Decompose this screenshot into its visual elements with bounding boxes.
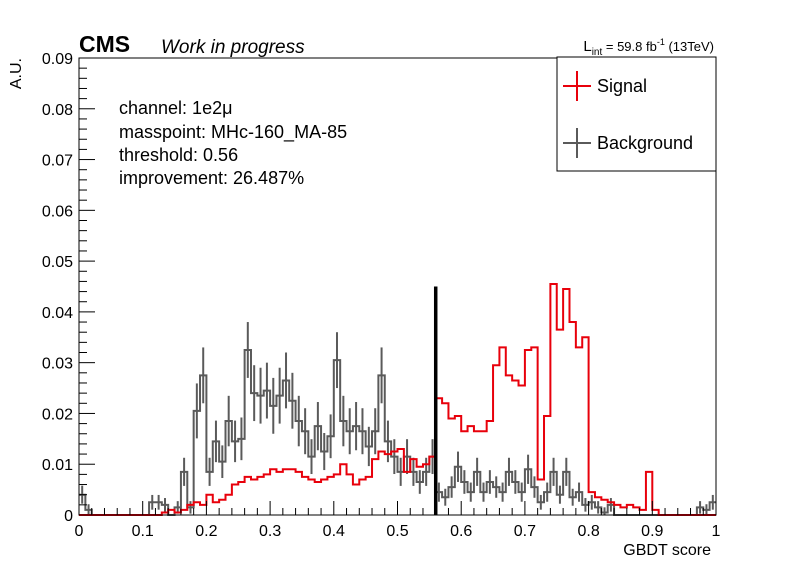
info-masspoint: masspoint: MHc-160_MA-85 — [119, 122, 347, 143]
series-signal — [79, 282, 716, 516]
y-tick-label: 0.02 — [42, 406, 73, 423]
x-tick-label: 0.7 — [514, 523, 536, 540]
lumi-value: = 59.8 fb — [602, 39, 657, 54]
legend-signal-label: Signal — [597, 76, 647, 96]
legend-background-label: Background — [597, 133, 693, 153]
y-tick-label: 0.03 — [42, 356, 73, 373]
y-tick-label: 0.06 — [42, 203, 73, 220]
axis-ticks — [78, 57, 717, 516]
y-tick-label: 0.08 — [42, 102, 73, 119]
lumi-label: Lint = 59.8 fb-1 (13TeV) — [583, 37, 714, 58]
x-tick-label: 0.2 — [195, 523, 217, 540]
status-label: Work in progress — [161, 37, 305, 58]
x-tick-label: 0.4 — [323, 523, 345, 540]
legend-background-marker — [563, 128, 591, 158]
info-improvement: improvement: 26.487% — [119, 168, 304, 188]
x-tick-label: 0.5 — [386, 523, 408, 540]
y-tick-label: 0 — [64, 508, 73, 525]
x-tick-label: 0.9 — [641, 523, 663, 540]
x-tick-label: 0.6 — [450, 523, 472, 540]
lumi-prefix: L — [583, 38, 591, 55]
x-tick-label: 0.3 — [259, 523, 281, 540]
histogram-line — [79, 282, 716, 516]
legend-signal-marker — [563, 71, 591, 101]
x-tick-label: 0 — [75, 523, 84, 540]
info-threshold: threshold: 0.56 — [119, 145, 238, 165]
legend: Signal Background — [556, 56, 717, 172]
x-tick-label: 1 — [712, 523, 721, 540]
y-tick-label: 0.04 — [42, 305, 73, 322]
x-tick-labels: 0 0.1 0.2 0.3 0.4 0.5 0.6 0.7 0.8 0.9 1 — [75, 523, 721, 540]
histogram-line — [79, 348, 716, 516]
y-tick-label: 0.07 — [42, 153, 73, 170]
x-tick-label: 0.1 — [132, 523, 154, 540]
lumi-subscript: int — [592, 47, 603, 58]
info-channel: channel: 1e2μ — [119, 98, 232, 118]
x-tick-label: 0.8 — [577, 523, 599, 540]
series-background — [79, 322, 716, 516]
y-tick-label: 0.01 — [42, 457, 73, 474]
y-tick-labels: 0 0.01 0.02 0.03 0.04 0.05 0.06 0.07 0.08 0.09 — [42, 51, 73, 525]
cms-label: CMS — [79, 31, 130, 57]
legend-box — [556, 56, 717, 172]
lumi-superscript: -1 — [657, 37, 665, 47]
lumi-suffix: (13TeV) — [665, 39, 714, 54]
histograms — [79, 282, 716, 516]
y-axis-label: A.U. — [8, 58, 25, 89]
x-axis-label: GBDT score — [623, 542, 711, 559]
y-tick-label: 0.05 — [42, 254, 73, 271]
y-tick-label: 0.09 — [42, 51, 73, 68]
